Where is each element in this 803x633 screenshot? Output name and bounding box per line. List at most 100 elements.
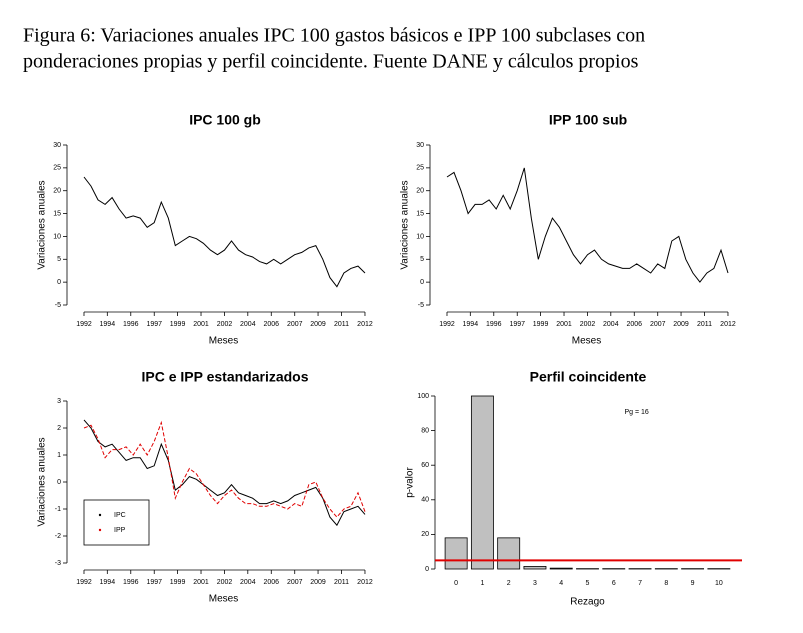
y-tick-label: 10 (416, 233, 424, 240)
y-tick-label: 0 (420, 279, 424, 286)
y-tick-label: 5 (57, 256, 61, 263)
x-tick-label: 2011 (334, 321, 349, 328)
y-tick-label: -2 (55, 533, 61, 540)
x-tick-label: 2009 (310, 321, 326, 328)
series-line (83, 420, 366, 518)
x-tick-label: 5 (586, 580, 590, 587)
x-tick-label: 1997 (509, 321, 525, 328)
x-tick-label: 2002 (217, 321, 233, 328)
y-tick-label: 15 (53, 210, 61, 217)
y-tick-label: 40 (421, 497, 429, 504)
legend-marker (98, 513, 102, 517)
x-tick-label: 0 (454, 580, 458, 587)
x-tick-label: 2007 (650, 321, 666, 328)
x-tick-label: 2006 (263, 321, 279, 328)
x-tick-label: 2001 (556, 321, 572, 328)
bar (497, 537, 521, 570)
x-tick-label: 2011 (334, 579, 349, 586)
x-axis-label: Meses (209, 336, 238, 347)
x-tick-label: 2001 (193, 321, 209, 328)
y-tick-label: 0 (425, 566, 429, 573)
series-line (83, 176, 366, 288)
x-tick-label: 2006 (263, 579, 279, 586)
series-line (446, 167, 729, 283)
x-tick-label: 2002 (580, 321, 596, 328)
x-tick-label: 1999 (533, 321, 549, 328)
x-tick-label: 2001 (193, 579, 209, 586)
x-tick-label: 1999 (170, 579, 186, 586)
x-tick-label: 1996 (123, 321, 139, 328)
y-tick-label: 0 (57, 279, 61, 286)
bar (470, 395, 494, 570)
x-tick-label: 2007 (287, 579, 303, 586)
y-tick-label: 2 (57, 425, 61, 432)
x-tick-label: 2012 (357, 321, 373, 328)
x-tick-label: 1996 (123, 579, 139, 586)
x-tick-label: 2006 (626, 321, 642, 328)
x-tick-label: 6 (612, 580, 616, 587)
x-tick-label: 2004 (603, 321, 619, 328)
y-tick-label: 20 (53, 188, 61, 195)
x-tick-label: 2004 (240, 579, 256, 586)
legend-box (83, 499, 150, 546)
y-tick-label: 15 (416, 210, 424, 217)
y-tick-label: 10 (53, 233, 61, 240)
bar (523, 566, 547, 570)
bar (444, 537, 468, 570)
x-tick-label: 2 (507, 580, 511, 587)
chart-title: IPC e IPP estandarizados (141, 369, 308, 385)
x-axis-label: Meses (572, 336, 601, 347)
x-tick-label: 2007 (287, 321, 303, 328)
x-tick-label: 1992 (439, 321, 455, 328)
x-tick-label: 2002 (217, 579, 233, 586)
y-tick-label: 25 (53, 165, 61, 172)
chart-title: Perfil coincidente (530, 369, 647, 385)
y-tick-label: -3 (55, 560, 61, 567)
y-tick-label: 20 (421, 531, 429, 538)
x-tick-label: 1 (480, 580, 484, 587)
y-tick-label: 3 (57, 398, 61, 405)
x-tick-label: 1994 (100, 579, 116, 586)
y-tick-label: 0 (57, 479, 61, 486)
x-tick-label: 7 (638, 580, 642, 587)
caption-line: Figura 6: Variaciones anuales IPC 100 ga… (23, 25, 645, 47)
y-axis-label: p-valor (405, 467, 416, 498)
y-tick-label: 30 (53, 142, 61, 149)
y-tick-label: 100 (417, 393, 429, 400)
bar (549, 567, 573, 570)
x-tick-label: 9 (691, 580, 695, 587)
caption-line: ponderaciones propias y perfil coinciden… (23, 51, 639, 73)
y-axis-label: Variaciones anuales (400, 180, 411, 269)
chart-title: IPP 100 sub (549, 112, 627, 128)
y-tick-label: 25 (416, 165, 424, 172)
y-tick-label: 20 (416, 188, 424, 195)
legend-marker (98, 528, 102, 532)
x-tick-label: 3 (533, 580, 537, 587)
x-tick-label: 2012 (357, 579, 373, 586)
series-line (83, 419, 366, 527)
x-tick-label: 1997 (146, 321, 162, 328)
x-axis-label: Meses (209, 594, 238, 605)
x-tick-label: 10 (715, 580, 723, 587)
x-tick-label: 1992 (76, 579, 92, 586)
chart-title: IPC 100 gb (189, 112, 261, 128)
x-tick-label: 1992 (76, 321, 92, 328)
x-tick-label: 1997 (146, 579, 162, 586)
y-axis-label: Variaciones anuales (37, 437, 48, 526)
annotation: Pg = 16 (624, 409, 648, 416)
y-tick-label: 5 (420, 256, 424, 263)
y-tick-label: 30 (416, 142, 424, 149)
x-tick-label: 4 (559, 580, 563, 587)
y-tick-label: -5 (55, 302, 61, 309)
y-tick-label: 60 (421, 462, 429, 469)
x-tick-label: 1999 (170, 321, 186, 328)
x-tick-label: 2009 (673, 321, 689, 328)
legend-label: IPP (114, 527, 126, 534)
x-tick-label: 2004 (240, 321, 256, 328)
x-tick-label: 2009 (310, 579, 326, 586)
x-tick-label: 1994 (100, 321, 116, 328)
x-tick-label: 2011 (697, 321, 712, 328)
